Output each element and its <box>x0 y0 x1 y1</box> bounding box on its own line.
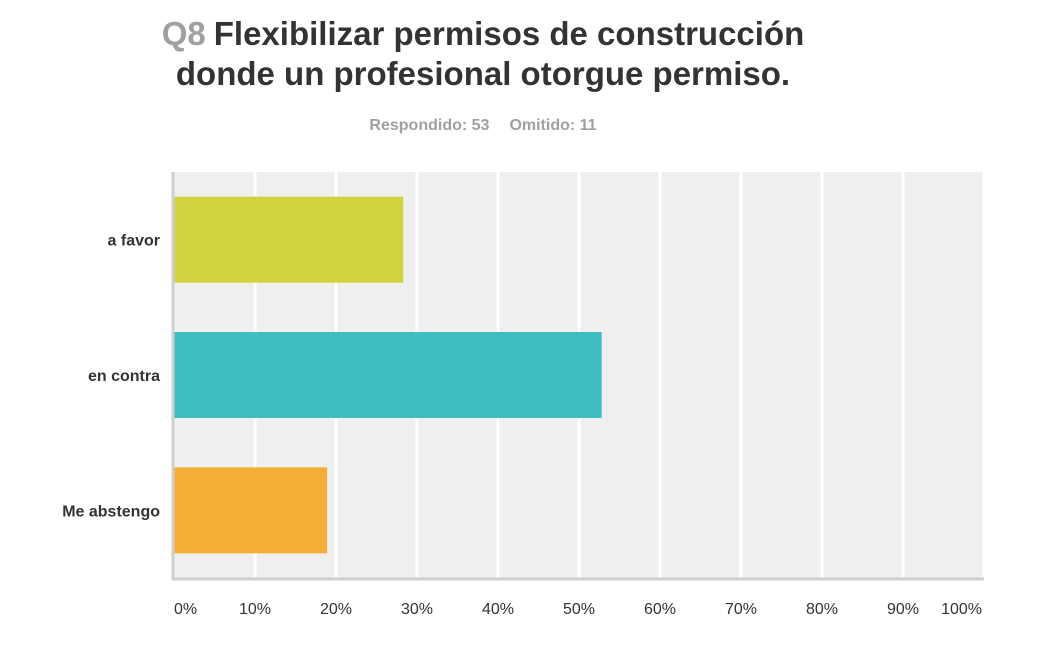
x-tick-label: 0% <box>174 601 197 618</box>
title-text-1: Flexibilizar permisos de construcción <box>213 15 805 52</box>
answered-count: Respondido: 53 <box>369 117 490 134</box>
x-tick-label: 40% <box>482 601 514 618</box>
x-tick-label: 90% <box>887 601 919 618</box>
x-tick-label: 50% <box>563 601 595 618</box>
x-tick-label: 60% <box>644 601 676 618</box>
chart-title: Q8 Flexibilizar permisos de construcción … <box>0 14 966 94</box>
x-tick-label: 70% <box>725 601 757 618</box>
x-tick-label: 80% <box>806 601 838 618</box>
title-line-1: Q8 Flexibilizar permisos de construcción <box>0 14 966 54</box>
category-label: en contra <box>88 368 160 385</box>
bar <box>174 196 404 283</box>
x-tick-label: 20% <box>320 601 352 618</box>
skipped-count: Omitido: 11 <box>509 117 597 134</box>
x-tick-label: 30% <box>401 601 433 618</box>
x-tick-label: 100% <box>941 601 982 618</box>
response-stats: Respondido: 53 Omitido: 11 <box>0 117 966 135</box>
x-tick-label: 10% <box>239 601 271 618</box>
bar <box>174 332 602 418</box>
question-number: Q8 <box>161 15 206 52</box>
category-label: Me abstengo <box>62 503 160 520</box>
bar <box>174 467 328 554</box>
category-label: a favor <box>108 233 160 250</box>
title-line-2: donde un profesional otorgue permiso. <box>175 55 791 92</box>
